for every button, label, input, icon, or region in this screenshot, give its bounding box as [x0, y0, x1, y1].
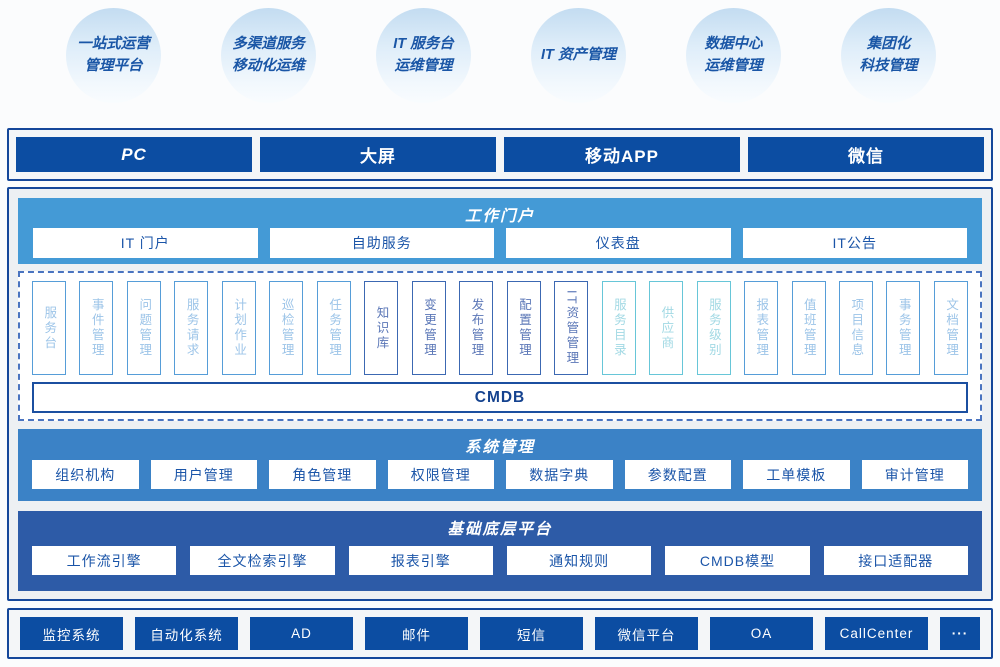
- work-portal-panel: 工作门户 IT 门户 自助服务 仪表盘 IT公告: [18, 198, 982, 264]
- bubble-label: IT 资产管理: [541, 46, 616, 63]
- bubble-one-stop-ops: 一站式运营 管理平台: [66, 8, 161, 103]
- work-portal-title: 工作门户: [464, 208, 535, 225]
- integration-mail: 邮件: [365, 617, 468, 650]
- base-item-notification-rules: 通知规则: [506, 546, 652, 575]
- integration-callcenter: CallCenter: [825, 617, 928, 650]
- module-service-desk: 服务台: [32, 281, 66, 375]
- portal-item-dashboard: 仪表盘: [506, 228, 731, 258]
- integration-automation: 自动化系统: [135, 617, 238, 650]
- bubble-multichannel: 多渠道服务 移动化运维: [221, 8, 316, 103]
- module-configuration: 配置管理: [506, 281, 541, 375]
- bubble-label: 多渠道服务: [232, 35, 305, 52]
- module-report: 报表管理: [744, 281, 779, 375]
- module-change: 变更管理: [411, 281, 446, 375]
- work-portal-items: IT 门户 自助服务 仪表盘 IT公告: [18, 222, 982, 258]
- system-item-parameter-config: 参数配置: [624, 460, 731, 489]
- system-item-role: 角色管理: [269, 460, 376, 489]
- channel-bigscreen: 大屏: [260, 137, 496, 172]
- module-it-asset: IT资管管理: [554, 281, 589, 375]
- base-platform-panel: 基础底层平台 工作流引擎 全文检索引擎 报表引擎 通知规则 CMDB模型 接口适…: [18, 511, 982, 591]
- integration-more: ···: [940, 617, 980, 650]
- system-management-title: 系统管理: [464, 439, 535, 456]
- module-incident: 事件管理: [79, 281, 114, 375]
- bubble-label: 运维管理: [394, 57, 453, 74]
- capability-bubbles: 一站式运营 管理平台 多渠道服务 移动化运维 IT 服务台 运维管理 IT 资产…: [0, 0, 1000, 103]
- module-document: 文档管理: [933, 281, 968, 375]
- module-problem: 问题管理: [126, 281, 161, 375]
- bubble-group-tech: 集团化 科技管理: [841, 8, 936, 103]
- module-knowledge-base: 知识库: [364, 281, 399, 375]
- portal-item-it-announcement: IT公告: [742, 228, 967, 258]
- bubble-label: 管理平台: [84, 57, 143, 74]
- modules-row: 服务台 事件管理 问题管理 服务请求 计划作业 巡检管理 任务管理 知识库 变更…: [32, 281, 968, 375]
- base-platform-items: 工作流引擎 全文检索引擎 报表引擎 通知规则 CMDB模型 接口适配器: [18, 535, 982, 575]
- module-supplier: 供应商: [649, 281, 684, 375]
- base-item-report-engine: 报表引擎: [348, 546, 493, 575]
- system-management-panel: 系统管理 组织机构 用户管理 角色管理 权限管理 数据字典 参数配置 工单模板 …: [18, 429, 982, 501]
- module-release: 发布管理: [459, 281, 494, 375]
- integration-wechat-platform: 微信平台: [595, 617, 698, 650]
- bubble-label: 移动化运维: [232, 57, 305, 74]
- system-management-items: 组织机构 用户管理 角色管理 权限管理 数据字典 参数配置 工单模板 审计管理: [18, 453, 982, 489]
- base-item-workflow-engine: 工作流引擎: [32, 546, 177, 575]
- channel-pc: PC: [16, 137, 252, 172]
- integration-oa: OA: [710, 617, 813, 650]
- portal-item-self-service: 自助服务: [269, 228, 494, 258]
- base-item-adapter: 接口适配器: [823, 546, 968, 575]
- system-item-audit: 审计管理: [861, 460, 968, 489]
- integrations-bar: 监控系统 自动化系统 AD 邮件 短信 微信平台 OA CallCenter ·…: [7, 608, 993, 659]
- module-project-info: 项目信息: [838, 281, 873, 375]
- bubble-label: IT 服务台: [393, 35, 454, 52]
- bubble-label: 科技管理: [859, 57, 918, 74]
- bubble-label: 运维管理: [704, 57, 763, 74]
- channels-bar: PC 大屏 移动APP 微信: [7, 128, 993, 181]
- module-affairs: 事务管理: [886, 281, 921, 375]
- bubble-label: 一站式运营: [77, 35, 150, 52]
- base-item-fulltext-search: 全文检索引擎: [190, 546, 335, 575]
- base-item-cmdb-model: CMDB模型: [665, 546, 810, 575]
- module-service-request: 服务请求: [174, 281, 209, 375]
- system-item-organization: 组织机构: [32, 460, 139, 489]
- bubble-datacenter-ops: 数据中心 运维管理: [686, 8, 781, 103]
- system-item-permission: 权限管理: [387, 460, 494, 489]
- cmdb-bar: CMDB: [32, 382, 968, 413]
- module-task: 任务管理: [316, 281, 351, 375]
- bubble-it-asset: IT 资产管理: [531, 8, 626, 103]
- system-item-user: 用户管理: [150, 460, 257, 489]
- portal-item-it-portal: IT 门户: [33, 228, 258, 258]
- integration-sms: 短信: [480, 617, 583, 650]
- system-item-data-dictionary: 数据字典: [506, 460, 613, 489]
- integration-ad: AD: [250, 617, 353, 650]
- module-service-level: 服务级别: [696, 281, 731, 375]
- channel-wechat: 微信: [748, 137, 984, 172]
- channel-mobile-app: 移动APP: [504, 137, 740, 172]
- module-service-catalog: 服务目录: [601, 281, 636, 375]
- integration-monitoring: 监控系统: [20, 617, 123, 650]
- module-duty-roster: 值班管理: [791, 281, 826, 375]
- module-inspection: 巡检管理: [269, 281, 304, 375]
- platform-container: 工作门户 IT 门户 自助服务 仪表盘 IT公告 服务台 事件管理 问题管理 服…: [7, 187, 993, 601]
- base-platform-title: 基础底层平台: [447, 521, 553, 538]
- system-item-ticket-template: 工单模板: [743, 460, 850, 489]
- bubble-label: 集团化: [866, 35, 911, 52]
- bubble-service-desk: IT 服务台 运维管理: [376, 8, 471, 103]
- bubble-label: 数据中心: [704, 35, 763, 52]
- module-scheduled-job: 计划作业: [221, 281, 256, 375]
- modules-area: 服务台 事件管理 问题管理 服务请求 计划作业 巡检管理 任务管理 知识库 变更…: [18, 271, 982, 421]
